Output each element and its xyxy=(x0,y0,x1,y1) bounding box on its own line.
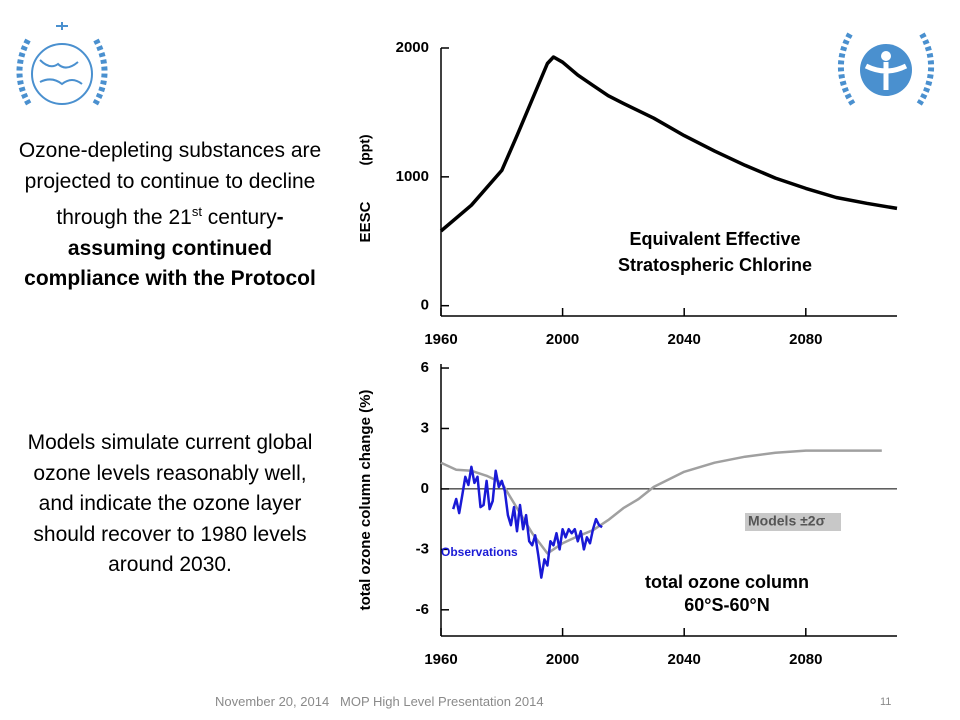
legend-box xyxy=(745,513,841,531)
y-tick-label: 2000 xyxy=(396,39,429,56)
wmo-logo xyxy=(16,22,108,108)
y-tick-label: -6 xyxy=(416,601,429,618)
footer-title: MOP High Level Presentation 2014 xyxy=(340,694,544,709)
page-number: 11 xyxy=(880,696,892,708)
x-tick-label: 2000 xyxy=(546,331,579,348)
x-tick-label: 2040 xyxy=(668,331,701,348)
y-tick-label: 1000 xyxy=(396,168,429,185)
x-tick-label: 2000 xyxy=(546,651,579,668)
annotation: total ozone column xyxy=(645,572,809,592)
paragraph: Models simulate current global ozone lev… xyxy=(27,431,313,577)
y-axis-label: EESC xyxy=(357,201,374,242)
superscript: st xyxy=(191,204,202,220)
y-axis-unit: (ppt) xyxy=(357,134,373,165)
y-tick-label: 0 xyxy=(421,297,429,314)
bold-text: - assuming continued compliance with the… xyxy=(24,206,316,291)
x-tick-label: 2080 xyxy=(789,331,822,348)
footer-date: November 20, 2014 xyxy=(215,694,330,709)
series-line xyxy=(439,55,898,233)
y-tick-label: -3 xyxy=(416,540,429,557)
x-tick-label: 2040 xyxy=(668,651,701,668)
text: Ozone-depleting substances are projected… xyxy=(18,139,322,230)
series-line xyxy=(452,465,603,579)
y-axis-label: total ozone column change (%) xyxy=(357,390,374,611)
unep-logo xyxy=(837,32,935,108)
annotation: Equivalent Effective xyxy=(629,229,800,249)
legend-label: Observations xyxy=(441,545,518,559)
legend-label: Models ±2σ xyxy=(748,513,826,529)
y-tick-label: 0 xyxy=(421,480,429,497)
x-tick-label: 1960 xyxy=(424,651,457,668)
y-tick-label: 6 xyxy=(421,359,429,376)
annotation: Stratospheric Chlorine xyxy=(618,255,812,275)
x-tick-label: 2080 xyxy=(789,651,822,668)
text: century xyxy=(201,206,277,230)
annotation: 60°S-60°N xyxy=(684,595,769,615)
y-tick-label: 3 xyxy=(421,419,429,436)
x-tick-label: 1960 xyxy=(424,331,457,348)
paragraph: Ozone-depleting substances are projected… xyxy=(14,136,326,295)
